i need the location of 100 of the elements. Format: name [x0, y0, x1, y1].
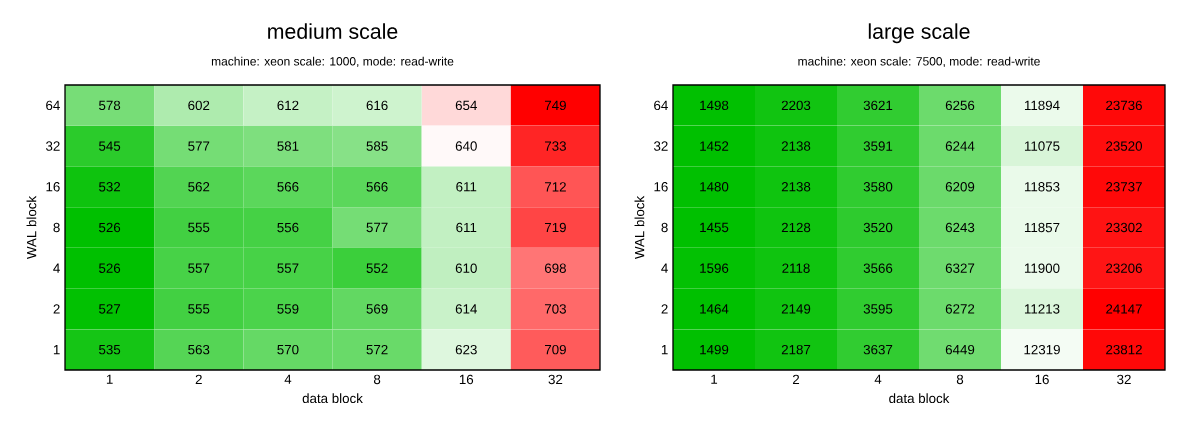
x-tick-label: 16	[1035, 374, 1049, 385]
x-tick-label: 8	[373, 374, 381, 385]
data-label: 535	[99, 344, 121, 355]
data-label: 11075	[1024, 141, 1060, 151]
y-tick-label: 64	[46, 100, 60, 111]
data-label: 11857	[1024, 222, 1060, 233]
chart-title: medium scale	[268, 23, 398, 39]
data-label: 3621	[863, 100, 893, 111]
y-tick-label: 8	[661, 222, 668, 233]
data-label: 545	[99, 141, 121, 151]
data-label: 2203	[781, 100, 811, 111]
data-label: 577	[366, 222, 388, 233]
data-label: 3591	[863, 141, 893, 151]
y-tick-label: 8	[53, 222, 60, 233]
data-label: 563	[188, 344, 210, 355]
chart-subtitle: machine: xeon scale: 1000, mode: read-write	[211, 56, 454, 67]
y-axis-title: WAL block	[26, 195, 37, 260]
data-label: 733	[544, 141, 566, 151]
data-label: 11900	[1024, 263, 1060, 273]
y-tick-label: 64	[654, 100, 668, 111]
data-label: 709	[544, 344, 566, 355]
data-label: 698	[544, 263, 566, 273]
data-label: 562	[188, 182, 210, 192]
data-label: 569	[366, 304, 388, 314]
data-label: 6256	[945, 100, 975, 111]
data-label: 557	[277, 263, 299, 273]
data-label: 23520	[1106, 141, 1142, 151]
data-label: 6209	[945, 182, 975, 192]
data-label: 12319	[1024, 344, 1060, 355]
y-axis-title: WAL block	[634, 195, 645, 260]
x-tick-label: 1	[711, 374, 718, 384]
x-tick-label: 32	[1117, 374, 1131, 385]
data-label: 614	[455, 304, 477, 314]
data-label: 557	[188, 263, 210, 273]
y-tick-label: 2	[661, 304, 668, 314]
x-tick-label: 8	[956, 374, 964, 385]
data-label: 585	[366, 141, 388, 151]
y-tick-label: 2	[53, 304, 60, 314]
data-label: 23812	[1106, 344, 1142, 355]
data-label: 2118	[782, 263, 810, 273]
x-axis-title: data block	[302, 393, 363, 404]
chart-subtitle: machine: xeon scale: 7500, mode: read-write	[798, 56, 1040, 67]
x-tick-label: 4	[284, 374, 292, 384]
data-label: 703	[544, 304, 566, 314]
y-tick-label: 4	[661, 263, 668, 273]
data-label: 610	[455, 263, 477, 273]
data-label: 612	[277, 100, 299, 111]
data-label: 23737	[1106, 182, 1142, 192]
data-label: 23206	[1106, 263, 1142, 273]
data-label: 1596	[700, 263, 729, 273]
data-label: 3520	[863, 222, 893, 233]
data-label: 11894	[1024, 100, 1060, 111]
x-tick-label: 2	[792, 374, 800, 385]
data-label: 616	[366, 100, 388, 111]
data-label: 11853	[1024, 182, 1060, 192]
x-tick-label: 1	[106, 374, 113, 384]
chart-title: large scale	[868, 23, 970, 44]
data-label: 526	[99, 263, 121, 273]
x-tick-label: 16	[459, 374, 474, 385]
data-label: 1455	[700, 222, 729, 233]
y-tick-label: 32	[45, 141, 60, 151]
x-axis-title: data block	[889, 393, 950, 404]
data-label: 532	[99, 182, 121, 192]
data-label: 1452	[700, 141, 729, 151]
y-tick-label: 16	[654, 182, 668, 192]
data-label: 712	[544, 182, 566, 192]
data-label: 3580	[863, 182, 893, 192]
data-label: 24147	[1106, 304, 1142, 314]
data-label: 577	[188, 141, 210, 151]
y-tick-label: 16	[46, 182, 60, 192]
data-label: 6244	[945, 141, 975, 151]
data-label: 623	[455, 344, 477, 355]
data-label: 2138	[781, 182, 811, 192]
data-label: 1499	[700, 344, 729, 355]
data-label: 555	[188, 222, 210, 233]
data-label: 654	[455, 100, 477, 111]
data-label: 581	[277, 141, 299, 151]
data-label: 555	[188, 304, 210, 314]
data-label: 566	[277, 182, 299, 192]
y-tick-label: 1	[661, 345, 668, 355]
data-label: 2128	[781, 222, 811, 233]
data-label: 23736	[1106, 100, 1142, 111]
x-tick-label: 4	[874, 374, 882, 384]
data-label: 6272	[945, 304, 975, 314]
data-label: 6243	[945, 222, 975, 233]
data-label: 578	[99, 100, 121, 111]
data-label: 556	[277, 222, 299, 233]
data-label: 749	[544, 100, 566, 111]
data-label: 559	[277, 304, 299, 314]
data-label: 552	[366, 263, 388, 273]
data-label: 640	[455, 141, 477, 151]
data-label: 570	[277, 344, 299, 355]
data-label: 572	[366, 344, 388, 355]
data-label: 2187	[781, 344, 811, 355]
data-label: 3595	[863, 304, 893, 314]
x-tick-label: 32	[548, 374, 563, 385]
data-label: 6449	[945, 344, 975, 355]
y-tick-label: 4	[53, 263, 60, 273]
data-label: 23302	[1106, 222, 1142, 233]
data-label: 6327	[945, 263, 975, 273]
